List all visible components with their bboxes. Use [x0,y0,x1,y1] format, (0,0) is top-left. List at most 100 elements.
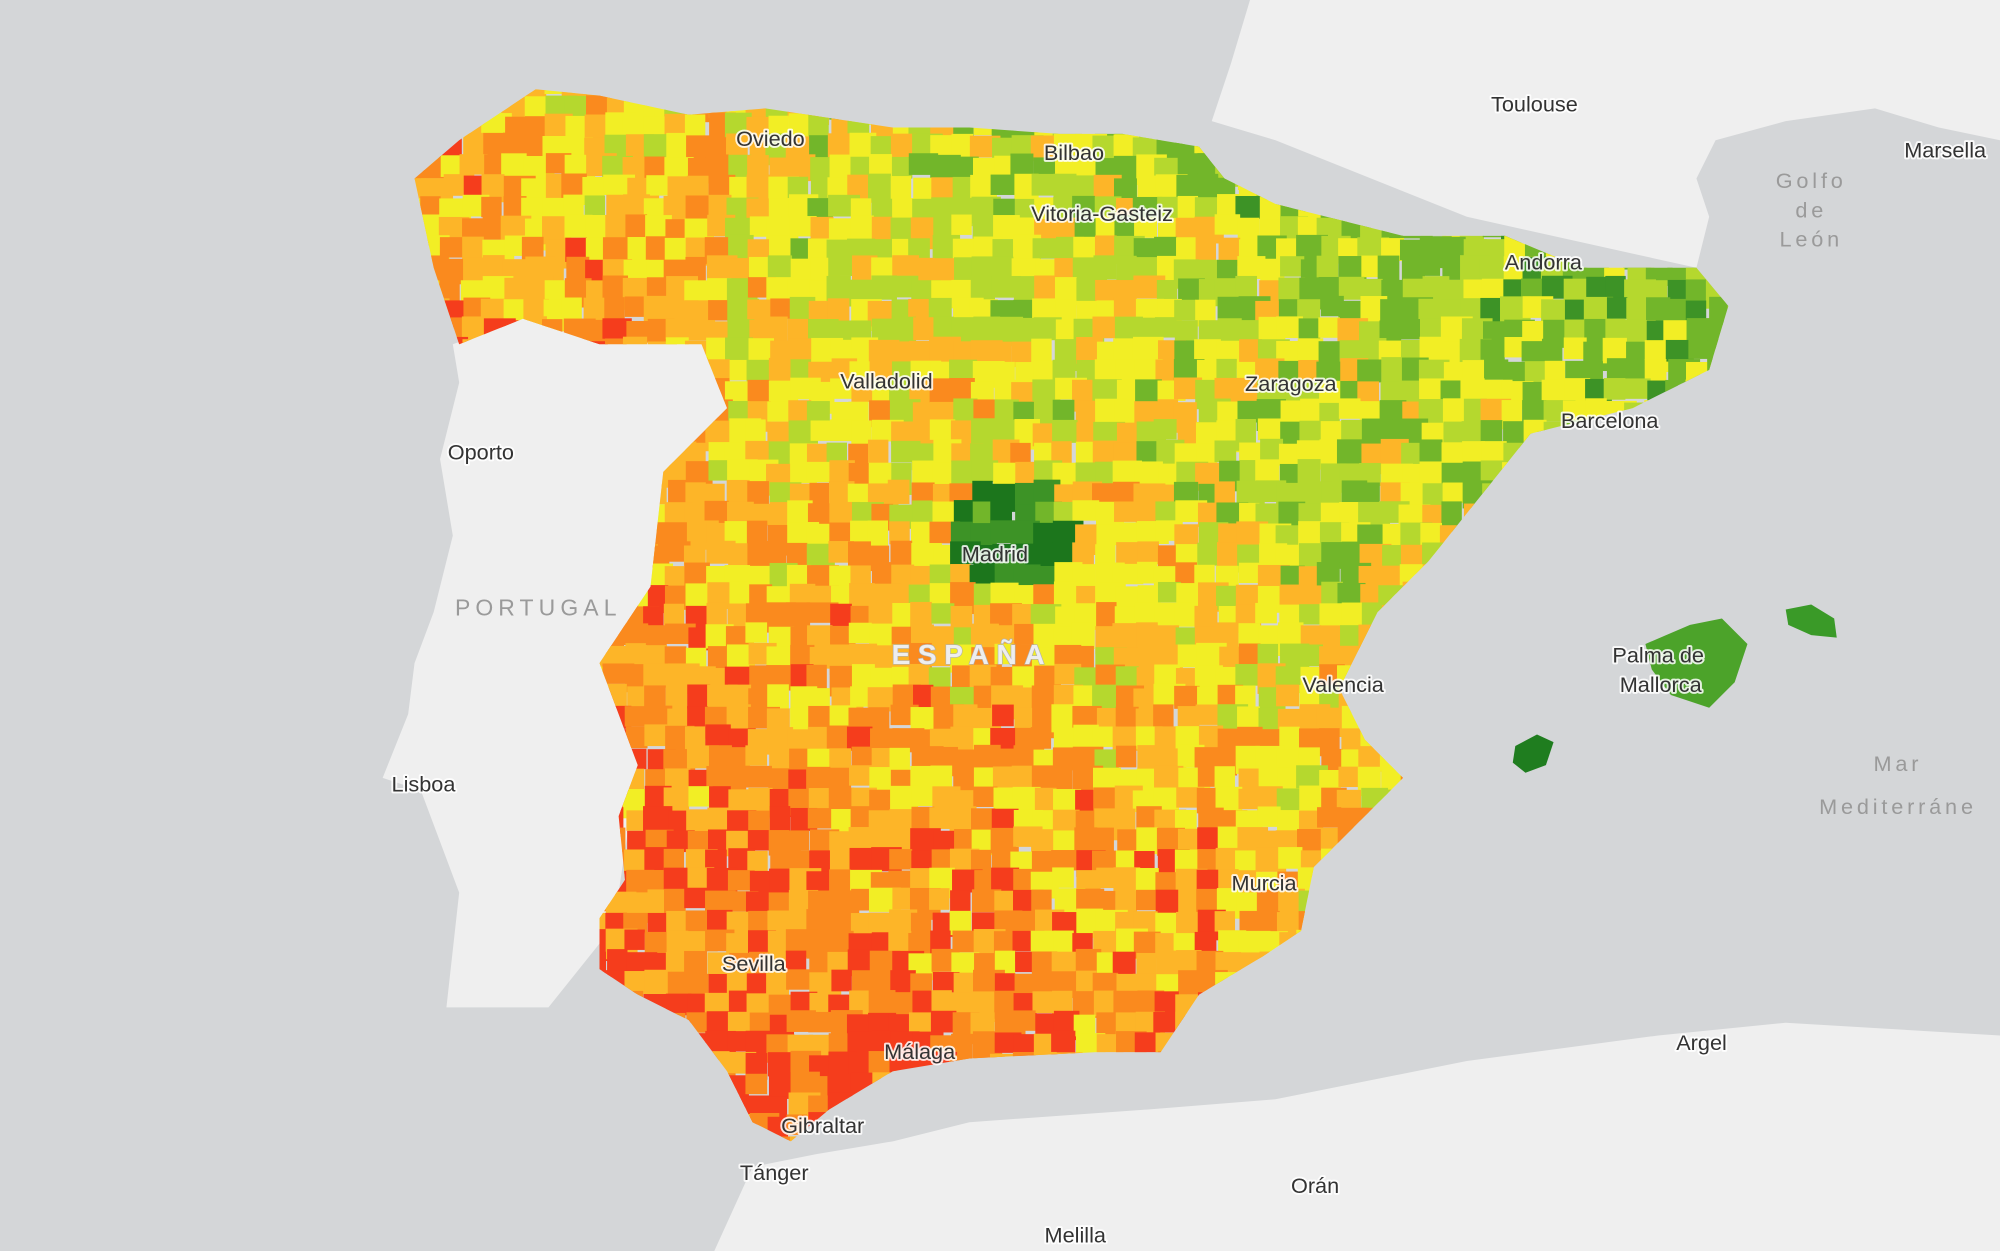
region-cell [706,337,728,366]
city-label: Sevilla [722,951,787,976]
region-cell [1235,275,1258,298]
region-cell [1318,317,1340,338]
region-cell [1255,459,1280,483]
region-cell [1154,602,1178,626]
region-cell [1136,827,1158,855]
region-cell [1217,542,1240,569]
region-cell [1688,337,1711,359]
region-cell [746,520,768,548]
region-cell [644,156,665,181]
region-cell [1441,442,1468,464]
region-cell [786,564,812,588]
region-cell [808,114,829,140]
region-cell [1337,582,1366,604]
region-cell [724,381,751,405]
region-cell [889,849,913,870]
region-cell [1316,255,1339,278]
region-cell [850,215,874,245]
region-cell [705,724,731,748]
region-cell [1298,521,1322,548]
region-cell [745,419,766,444]
region-cell [827,1073,852,1096]
region-cell [1030,135,1057,162]
region-cell [769,806,791,835]
region-cell [887,479,910,504]
region-cell [973,399,998,423]
region-cell [1218,237,1241,266]
region-cell [1174,602,1197,627]
region-cell [1336,439,1364,467]
region-cell [1318,276,1340,302]
region-cell [439,277,460,304]
region-cell [1076,585,1097,608]
region-cell [666,930,689,954]
region-cell [728,684,752,706]
region-cell [1481,278,1504,300]
region-cell [846,726,873,750]
region-cell [1603,378,1626,400]
region-cell [1480,420,1503,442]
region-cell [806,664,827,690]
region-cell [584,195,606,216]
region-cell [1135,379,1162,403]
city-label: Lisboa [392,771,457,796]
region-cell [810,420,834,441]
region-cell [1418,298,1448,321]
region-cell [1095,215,1118,238]
region-cell [992,256,1014,280]
region-cell [728,400,750,422]
region-cell [1072,500,1100,521]
region-cell [664,157,694,178]
region-cell [1053,173,1077,205]
region-cell [871,275,897,300]
region-cell [1279,584,1304,608]
region-cell [990,582,1019,606]
region-cell [1094,359,1118,383]
city-label: Tánger [740,1160,809,1185]
region-cell [1137,541,1159,565]
sea-label: Golfo [1776,168,1847,193]
region-cell [809,482,835,506]
region-cell [892,992,915,1016]
region-cell [828,255,854,276]
region-cell [829,767,852,789]
region-cell [1032,238,1057,259]
region-cell [1154,236,1178,258]
region-cell [1092,316,1121,339]
region-cell [1479,258,1507,283]
region-cell [420,196,441,217]
region-cell [1377,255,1400,287]
region-cell [1338,766,1361,788]
region-cell [602,318,632,339]
region-cell [890,176,912,205]
region-cell [1361,255,1382,278]
city-label: Bilbao [1044,140,1104,165]
region-cell [1357,359,1382,383]
region-cell [990,174,1017,195]
region-cell [585,259,606,282]
region-cell [1622,378,1651,399]
region-cell [913,317,938,341]
region-cell [1235,604,1262,628]
region-cell [1114,399,1135,426]
region-cell [1419,255,1441,276]
region-cell [991,275,1021,298]
region-cell [1135,868,1159,893]
region-cell [747,155,769,176]
region-cell [503,196,527,221]
region-cell [949,378,975,400]
region-cell [847,238,876,260]
region-cell [1153,419,1177,440]
region-cell [1195,299,1216,327]
region-cell [1214,214,1241,235]
region-cell [749,584,773,608]
region-cell [1441,236,1466,259]
region-cell [1214,440,1237,463]
sea-label: León [1779,227,1843,252]
region-cell [1563,337,1587,360]
portugal-land [382,318,728,1008]
region-cell [1235,195,1261,219]
country-label: PORTUGAL [455,595,622,621]
region-cell [1320,295,1344,317]
